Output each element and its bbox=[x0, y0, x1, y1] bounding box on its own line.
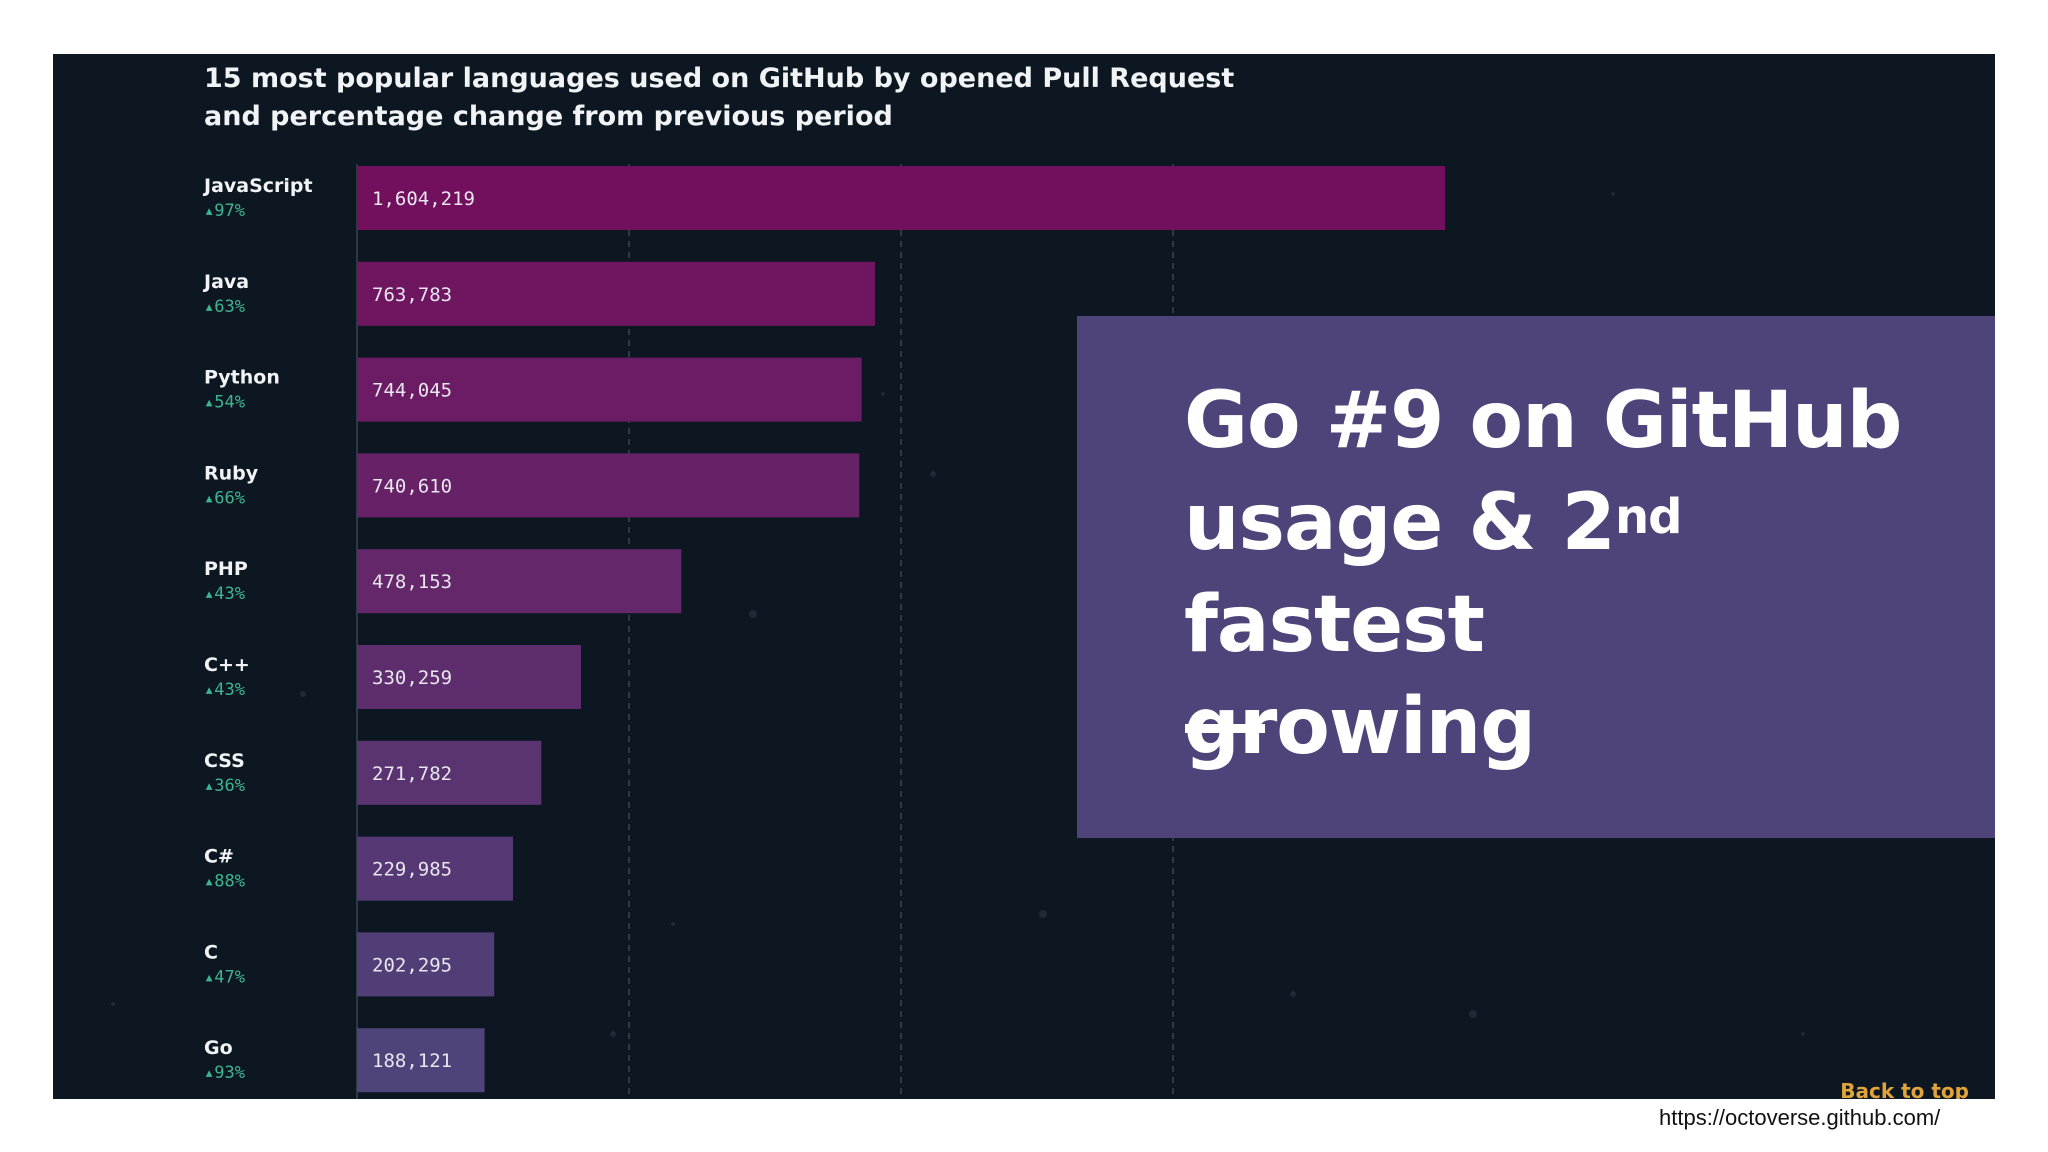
bar bbox=[357, 166, 1445, 230]
bar-value-label: 271,782 bbox=[372, 763, 452, 785]
background-speck bbox=[671, 922, 675, 926]
bar-value-label: 1,604,219 bbox=[372, 188, 475, 210]
change-label: ▴36% bbox=[204, 776, 245, 796]
change-label: ▴93% bbox=[204, 1063, 245, 1083]
bar bbox=[357, 645, 581, 709]
background-speck bbox=[881, 392, 885, 396]
background-speck bbox=[1469, 1010, 1477, 1018]
background-speck bbox=[610, 1031, 616, 1037]
headline: Go #9 on GitHub usage & 2nd fastest grow… bbox=[1184, 370, 1984, 778]
background-speck bbox=[930, 471, 936, 477]
headline-line-2b: fastest bbox=[1184, 580, 1485, 670]
category-label: C# bbox=[204, 846, 234, 868]
bar bbox=[357, 261, 876, 326]
background-speck bbox=[111, 1002, 115, 1006]
background-speck bbox=[300, 691, 306, 697]
bar bbox=[357, 357, 862, 422]
category-label: JavaScript bbox=[202, 175, 313, 197]
headline-underline bbox=[1185, 724, 1265, 733]
bar-value-label: 188,121 bbox=[372, 1050, 452, 1072]
headline-line-1: Go #9 on GitHub bbox=[1184, 376, 1903, 466]
headline-line-2a: usage & 2 bbox=[1184, 478, 1616, 568]
category-label: C++ bbox=[204, 654, 250, 676]
change-label: ▴43% bbox=[204, 584, 245, 604]
change-label: ▴97% bbox=[204, 201, 245, 221]
change-label: ▴88% bbox=[204, 872, 245, 892]
bar-value-label: 763,783 bbox=[372, 284, 452, 306]
category-label: PHP bbox=[204, 558, 248, 580]
headline-overlay: Go #9 on GitHub usage & 2nd fastest grow… bbox=[1077, 316, 1995, 838]
change-label: ▴47% bbox=[204, 967, 245, 987]
category-label: Java bbox=[202, 271, 249, 293]
bar bbox=[357, 549, 682, 614]
chart-screenshot: 1,604,219 JavaScript ▴97% 763,783 Java ▴63% 74… bbox=[53, 54, 1995, 1099]
bar-value-label: 478,153 bbox=[372, 571, 452, 593]
source-url: https://octoverse.github.com/ bbox=[1659, 1105, 1941, 1130]
bar-chart: 1,604,219 JavaScript ▴97% 763,783 Java ▴63% 74… bbox=[111, 164, 1907, 1099]
bar-value-label: 229,985 bbox=[372, 859, 452, 881]
bar bbox=[357, 932, 495, 997]
category-label: Ruby bbox=[204, 462, 259, 484]
category-label: Go bbox=[204, 1037, 233, 1059]
background-speck bbox=[1039, 910, 1047, 918]
background-speck bbox=[1290, 991, 1296, 997]
background-speck bbox=[1611, 192, 1615, 196]
bar-value-label: 202,295 bbox=[372, 954, 452, 976]
bar bbox=[357, 740, 542, 805]
chart-title: 15 most popular languages used on GitHub… bbox=[204, 63, 1235, 132]
background-speck bbox=[749, 610, 757, 618]
category-label: C bbox=[204, 941, 218, 963]
change-label: ▴54% bbox=[204, 393, 245, 413]
bar-value-label: 740,610 bbox=[372, 475, 452, 497]
category-label: CSS bbox=[204, 750, 245, 772]
bar bbox=[357, 1028, 485, 1093]
background-speck bbox=[1801, 1032, 1805, 1036]
change-label: ▴43% bbox=[204, 680, 245, 700]
bar-value-label: 330,259 bbox=[372, 667, 452, 689]
back-to-top-link[interactable]: Back to top bbox=[1840, 1079, 1969, 1099]
bar bbox=[357, 453, 860, 518]
headline-superscript: nd bbox=[1614, 489, 1683, 545]
bar bbox=[357, 836, 513, 901]
change-label: ▴63% bbox=[204, 297, 245, 317]
category-label: Python bbox=[204, 367, 280, 389]
change-label: ▴66% bbox=[204, 488, 245, 508]
bar-value-label: 744,045 bbox=[372, 380, 452, 402]
